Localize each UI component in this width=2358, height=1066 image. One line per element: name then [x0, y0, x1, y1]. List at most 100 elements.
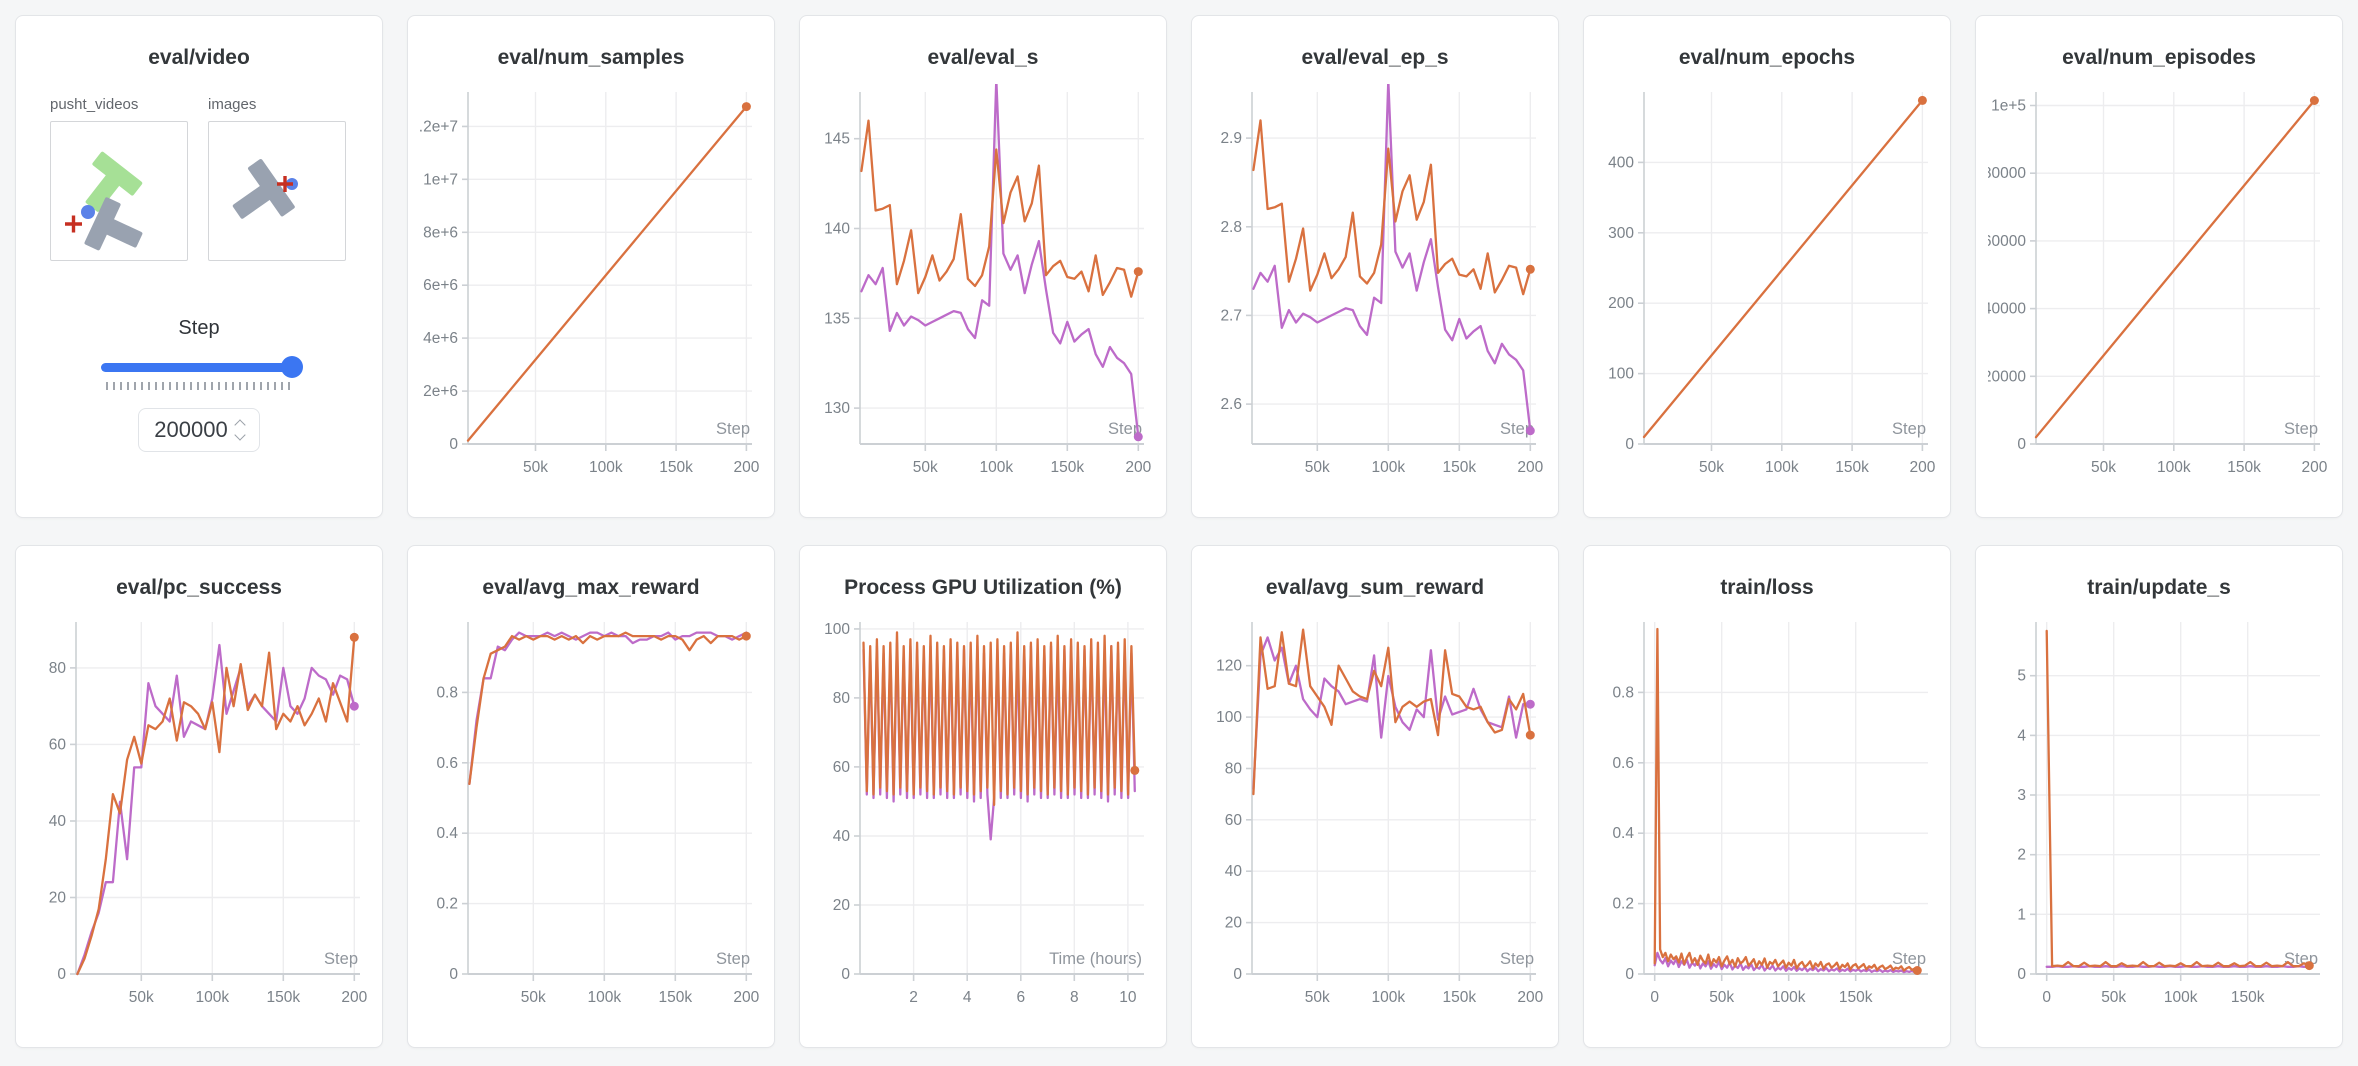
y-tick-label: 60000 — [1988, 233, 2026, 250]
chart-canvas-pc_success: 50k 100k 150k 200 0 20 40 60 80 Step — [49, 622, 368, 1006]
target-cross — [277, 176, 293, 192]
series-line-purple — [1252, 636, 1532, 791]
y-tick-label: 0.6 — [436, 755, 458, 772]
panel-eval-pc-success[interactable]: eval/pc_success 50k 100k 150k 200 0 20 40 60 80 S… — [15, 545, 383, 1048]
y-tick-label: 0 — [2017, 436, 2026, 453]
panel-train-update-s[interactable]: train/update_s 0 50k 100k 150k 0 1 2 3 4 5 Step — [1975, 545, 2343, 1048]
y-tick-label: 120 — [1216, 658, 1242, 675]
y-tick-label: 130 — [824, 400, 850, 417]
panel-eval-eval-ep-s[interactable]: eval/eval_ep_s 50k 100k 150k 200 2.6 2.7 2.8 2.… — [1191, 15, 1559, 518]
panel-eval-video[interactable]: eval/video pusht_videos — [15, 15, 383, 518]
y-tick-label: 80 — [49, 660, 67, 677]
x-tick-label: 8 — [1070, 989, 1079, 1006]
x-tick-label: 10 — [1119, 989, 1137, 1006]
y-tick-label: 0 — [1625, 966, 1634, 983]
series-end-dot-purple — [1133, 432, 1143, 442]
y-tick-label: 0 — [57, 966, 66, 983]
x-tick-label: 200 — [1517, 989, 1543, 1006]
x-tick-label: 150k — [659, 459, 693, 476]
x-tick-label: 50k — [2091, 459, 2116, 476]
x-axis-label: Step — [1892, 420, 1926, 438]
x-axis-label: Step — [1108, 420, 1142, 438]
series-end-dot-orange — [1130, 765, 1140, 775]
panel-gpu-utilization[interactable]: Process GPU Utilization (%) 2 4 6 8 10 0 20 40 6… — [799, 545, 1167, 1048]
panel-eval-num-episodes[interactable]: eval/num_episodes 50k 100k 150k 200 0 20000 40… — [1975, 15, 2343, 518]
pusht-block-shape — [84, 197, 143, 251]
panel-eval-num-samples[interactable]: eval/num_samples 50k 100k 150k 200 0 2e+6 4e+6… — [407, 15, 775, 518]
panel-eval-avg-max-reward[interactable]: eval/avg_max_reward 50k 100k 150k 200 0 0.2 0.… — [407, 545, 775, 1048]
y-tick-label: 80 — [1225, 761, 1243, 778]
panel-eval-avg-sum-reward[interactable]: eval/avg_sum_reward 50k 100k 150k 200 0 20 40 6… — [1191, 545, 1559, 1048]
panel-eval-num-epochs[interactable]: eval/num_epochs 50k 100k 150k 200 0 100 200 300… — [1583, 15, 1951, 518]
y-tick-label: 5 — [2017, 668, 2026, 685]
x-tick-label: 200 — [1517, 459, 1543, 476]
slider-track[interactable] — [101, 363, 297, 372]
x-tick-label: 200 — [733, 459, 759, 476]
x-axis-label: Step — [2284, 420, 2318, 438]
chart-canvas-avg_sum_reward: 50k 100k 150k 200 0 20 40 60 80 100 120 Step — [1216, 622, 1544, 1006]
series-line-orange — [862, 631, 1136, 807]
y-tick-label: 400 — [1608, 154, 1634, 171]
step-spinner[interactable] — [234, 419, 246, 441]
chart-title: eval/avg_max_reward — [482, 576, 700, 599]
pusht-goal-shape — [85, 151, 143, 212]
x-tick-label: 150k — [2231, 989, 2265, 1006]
series-end-dot-orange — [1917, 95, 1927, 105]
chart: 0 50k 100k 150k 0 1 2 3 4 5 Step — [1976, 614, 2342, 1026]
x-axis-label: Step — [1500, 950, 1534, 968]
y-tick-label: 0.2 — [436, 896, 458, 913]
series-end-dot-purple — [1525, 426, 1535, 436]
step-slider[interactable] — [101, 356, 303, 378]
x-tick-label: 100k — [979, 459, 1013, 476]
chart: 50k 100k 150k 200 130 135 140 145 Step — [800, 84, 1166, 496]
y-tick-label: 4 — [2017, 727, 2026, 744]
panel-title: eval/video — [148, 46, 250, 69]
x-tick-label: 200 — [1909, 459, 1935, 476]
chart-title: eval/eval_s — [927, 46, 1039, 69]
x-tick-label: 100k — [2164, 989, 2198, 1006]
y-tick-label: 40 — [49, 813, 67, 830]
y-tick-label: 4e+6 — [423, 330, 458, 347]
x-tick-label: 200 — [2301, 459, 2327, 476]
panel-train-loss[interactable]: train/loss 0 50k 100k 150k 0 0.2 0.4 0.6 0.8 Step — [1583, 545, 1951, 1048]
x-tick-label: 50k — [521, 989, 546, 1006]
x-tick-label: 50k — [1305, 989, 1330, 1006]
x-tick-label: 100k — [589, 459, 623, 476]
x-tick-label: 200 — [1125, 459, 1151, 476]
x-axis-label: Step — [1500, 420, 1534, 438]
chart: 0 50k 100k 150k 0 0.2 0.4 0.6 0.8 Step — [1584, 614, 1950, 1026]
x-tick-label: 200 — [341, 989, 367, 1006]
chart-canvas-avg_max_reward: 50k 100k 150k 200 0 0.2 0.4 0.6 0.8 Step — [436, 622, 760, 1006]
y-tick-label: 40000 — [1988, 301, 2026, 318]
x-axis-label: Step — [324, 950, 358, 968]
y-tick-label: 0.8 — [436, 684, 458, 701]
series-line-orange — [2045, 629, 2311, 968]
chart-canvas-num_epochs: 50k 100k 150k 200 0 100 200 300 400 Step — [1608, 92, 1936, 476]
y-tick-label: 40 — [1225, 863, 1243, 880]
media-caption: images — [208, 96, 257, 113]
series-line-orange — [1653, 627, 1919, 972]
y-tick-label: 2.9 — [1220, 130, 1242, 147]
step-number-input[interactable]: 200000 — [138, 408, 260, 452]
video-thumbnail-images[interactable] — [208, 121, 346, 261]
x-axis-label: Step — [716, 950, 750, 968]
series-line-purple — [1252, 84, 1532, 432]
y-tick-label: 20000 — [1988, 368, 2026, 385]
x-tick-label: 50k — [2101, 989, 2126, 1006]
slider-knob[interactable] — [281, 356, 303, 378]
panel-eval-eval-s[interactable]: eval/eval_s 50k 100k 150k 200 130 135 140 145 St… — [799, 15, 1167, 518]
spinner-down-icon[interactable] — [234, 429, 246, 441]
y-tick-label: 20 — [1225, 915, 1243, 932]
y-tick-label: 20 — [833, 897, 851, 914]
x-tick-label: 6 — [1016, 989, 1025, 1006]
video-thumbnail-pusht[interactable] — [50, 121, 188, 261]
series-line-orange — [468, 631, 748, 786]
chart: 50k 100k 150k 200 2.6 2.7 2.8 2.9 Step — [1192, 84, 1558, 496]
chart-title: eval/num_episodes — [2062, 46, 2256, 69]
x-axis-label: Step — [1892, 950, 1926, 968]
series-end-dot-orange — [1525, 730, 1535, 740]
y-tick-label: 1e+5 — [1991, 98, 2026, 115]
y-tick-label: 80 — [833, 690, 851, 707]
chart-canvas-num_episodes: 50k 100k 150k 200 0 20000 40000 60000 80000 1e+5 S… — [1988, 92, 2328, 476]
y-tick-label: 20 — [49, 890, 67, 907]
